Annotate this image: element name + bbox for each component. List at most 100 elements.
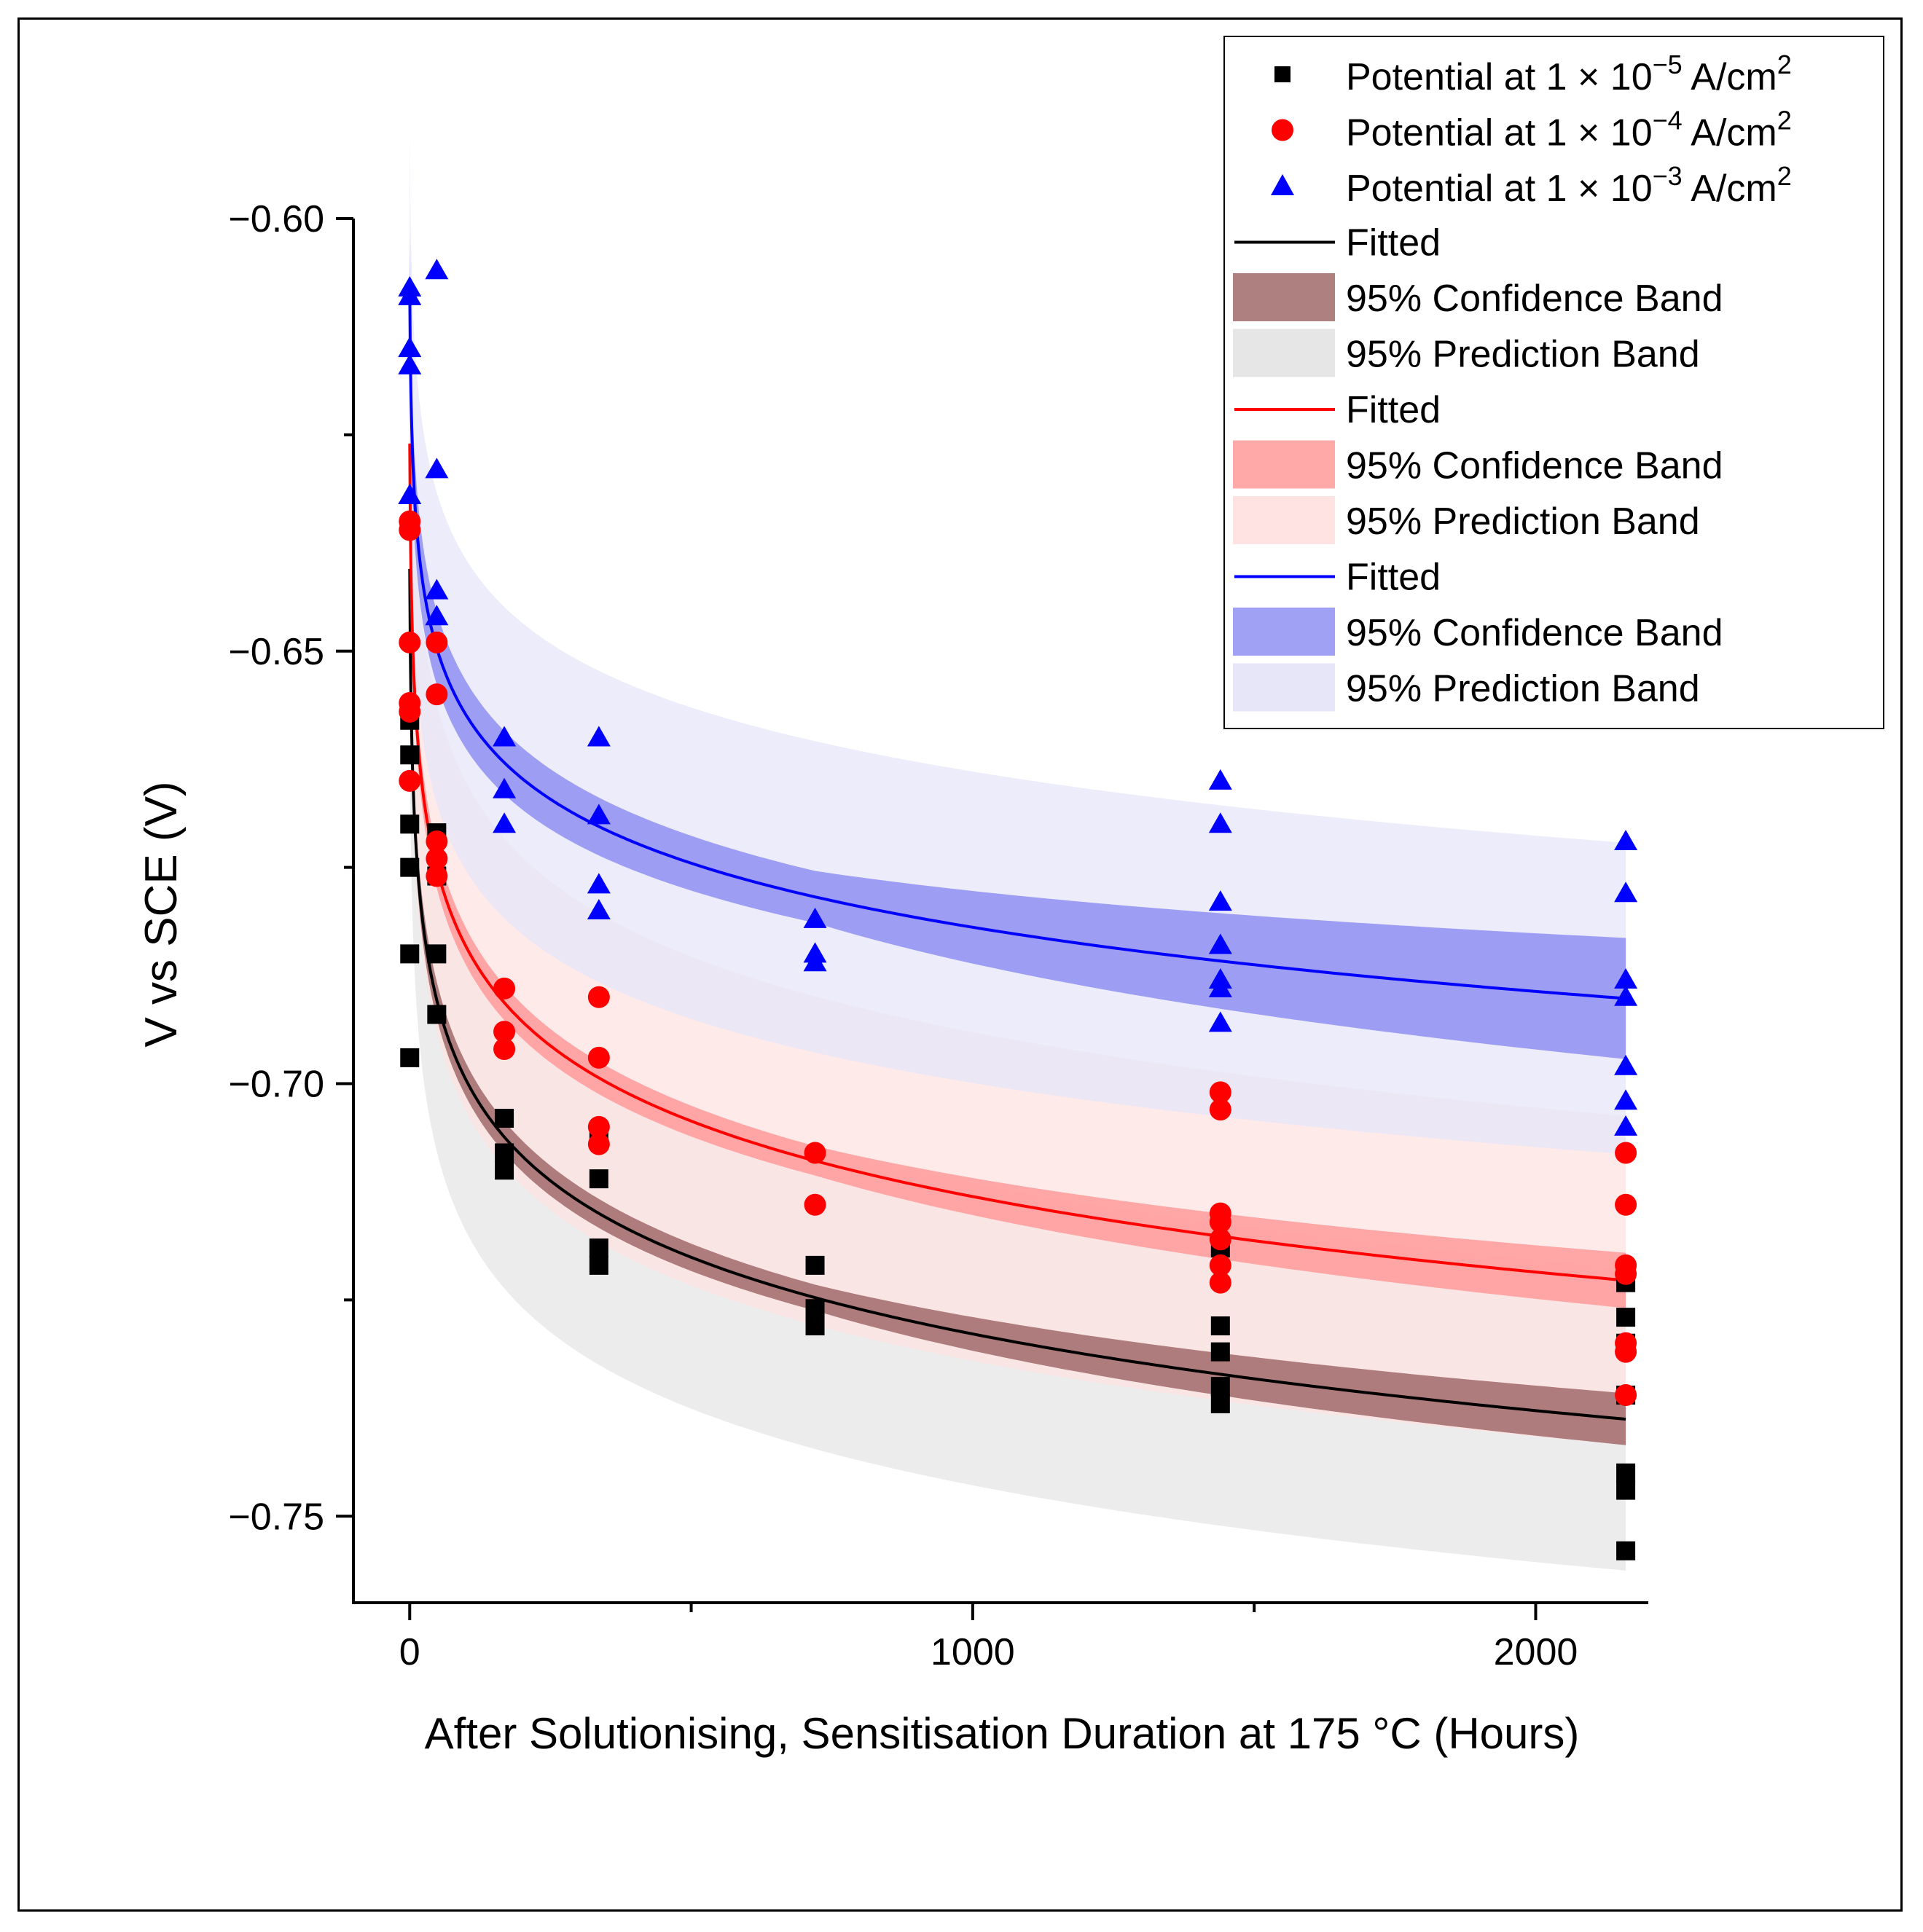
data-point-s1-17 <box>589 1255 608 1275</box>
data-point-s3-12 <box>493 812 517 833</box>
data-point-s3-13 <box>587 726 611 747</box>
data-point-s2-17 <box>587 1115 610 1138</box>
data-point-s1-12 <box>495 1143 514 1163</box>
data-point-s2-34 <box>1615 1384 1637 1406</box>
data-point-s1-5 <box>400 944 420 964</box>
data-point-s3-20 <box>1208 769 1232 790</box>
legend-marker-1 <box>1274 66 1291 82</box>
data-point-s2-20 <box>804 1193 826 1216</box>
legend-label-fit-2: Fitted <box>1346 389 1441 431</box>
bands-layer <box>410 132 1626 1571</box>
data-point-s1-22 <box>1210 1316 1230 1335</box>
data-point-s1-6 <box>400 1048 420 1067</box>
legend-label-fit-1: Fitted <box>1346 222 1441 264</box>
legend-prediction-swatch-2 <box>1233 496 1335 544</box>
data-point-s1-3 <box>400 814 420 834</box>
data-point-s2-11 <box>426 865 448 887</box>
data-point-s2-21 <box>1209 1081 1231 1104</box>
data-point-s2-14 <box>493 1038 516 1060</box>
data-point-s2-9 <box>426 830 448 852</box>
data-point-s2-8 <box>426 683 448 706</box>
legend-label-confidence-3: 95% Confidence Band <box>1346 612 1723 654</box>
data-point-s1-2 <box>400 745 420 765</box>
data-point-s3-8 <box>425 578 449 600</box>
data-point-s3-15 <box>587 873 611 894</box>
prediction-band-2 <box>410 279 1626 1445</box>
data-point-s1-20 <box>805 1316 825 1335</box>
data-point-s3-10 <box>493 726 517 747</box>
data-point-s2-25 <box>1209 1228 1231 1251</box>
data-point-s2-16 <box>587 1046 610 1069</box>
x-tick-label-1000: 1000 <box>931 1631 1015 1673</box>
axes-layer: 0 1000 2000 −0.60 −0.65 −0.70 −0.75 <box>228 198 1648 1673</box>
data-point-s3-26 <box>1208 1011 1232 1032</box>
data-point-s3-30 <box>1614 985 1638 1006</box>
data-point-s2-31 <box>1615 1263 1637 1285</box>
data-point-s1-10 <box>427 1005 447 1024</box>
y-tick-label-3: −0.75 <box>228 1496 324 1538</box>
x-tick-label-2000: 2000 <box>1494 1631 1578 1673</box>
data-point-s1-4 <box>400 857 420 877</box>
data-point-s2-19 <box>804 1142 826 1164</box>
legend-label-confidence-2: 95% Confidence Band <box>1346 445 1723 487</box>
data-point-s2-26 <box>1209 1254 1231 1276</box>
legend-confidence-swatch-3 <box>1233 608 1335 656</box>
data-point-s1-23 <box>1210 1342 1230 1362</box>
data-point-s2-3 <box>399 631 421 653</box>
data-point-s2-33 <box>1615 1340 1637 1363</box>
data-point-s3-16 <box>587 899 611 919</box>
data-point-s2-2 <box>399 519 421 541</box>
data-point-s3-14 <box>587 804 611 825</box>
data-point-s3-2 <box>398 284 422 305</box>
legend-marker-2 <box>1272 119 1293 141</box>
data-point-s3-19 <box>803 951 827 972</box>
legend-prediction-swatch-3 <box>1233 663 1335 712</box>
data-point-s3-6 <box>425 259 449 280</box>
data-point-s2-27 <box>1209 1271 1231 1294</box>
data-point-s1-19 <box>805 1299 825 1319</box>
data-point-s1-11 <box>495 1109 514 1128</box>
data-point-s3-33 <box>1614 1115 1638 1136</box>
data-point-s1-25 <box>1210 1394 1230 1413</box>
legend-label-prediction-1: 95% Prediction Band <box>1346 334 1700 376</box>
data-point-s1-18 <box>805 1255 825 1275</box>
legend: Potential at 1 × 10−5 A/cm2 Potential at … <box>1223 36 1884 729</box>
fit-line-1 <box>408 568 1626 1421</box>
data-point-s3-5 <box>398 484 422 504</box>
data-point-s3-29 <box>1614 968 1638 989</box>
data-point-s1-32 <box>1616 1541 1636 1560</box>
y-axis-label: V vs SCE (V) <box>136 781 187 1047</box>
points-layer <box>398 259 1638 1560</box>
confidence-band-3 <box>410 235 1626 1059</box>
data-point-s3-25 <box>1208 976 1232 997</box>
data-point-s3-32 <box>1614 1089 1638 1110</box>
data-point-s2-18 <box>587 1133 610 1155</box>
data-point-s1-31 <box>1616 1480 1636 1500</box>
data-point-s3-21 <box>1208 812 1232 833</box>
data-point-s2-28 <box>1615 1142 1637 1164</box>
data-point-s3-31 <box>1614 1054 1638 1075</box>
data-point-s3-7 <box>425 458 449 479</box>
data-point-s2-22 <box>1209 1099 1231 1121</box>
data-point-s2-12 <box>493 977 516 1000</box>
data-point-s2-29 <box>1615 1193 1637 1216</box>
data-point-s3-22 <box>1208 890 1232 911</box>
data-point-s1-13 <box>495 1161 514 1180</box>
data-point-s3-27 <box>1614 830 1638 850</box>
data-point-s3-23 <box>1208 933 1232 954</box>
data-point-s3-9 <box>425 605 449 626</box>
legend-label-confidence-1: 95% Confidence Band <box>1346 278 1723 320</box>
data-point-s2-6 <box>399 769 421 792</box>
x-tick-label-0: 0 <box>399 1631 420 1673</box>
data-point-s2-13 <box>493 1021 516 1043</box>
data-point-s3-3 <box>398 337 422 358</box>
data-point-s1-15 <box>589 1169 608 1189</box>
data-point-s1-24 <box>1210 1377 1230 1397</box>
data-point-s3-11 <box>493 777 517 798</box>
legend-marker-3 <box>1271 174 1294 195</box>
data-point-s2-15 <box>587 986 610 1008</box>
y-tick-label-2: −0.70 <box>228 1064 324 1106</box>
data-point-s1-16 <box>589 1238 608 1258</box>
data-point-s3-17 <box>803 907 827 928</box>
